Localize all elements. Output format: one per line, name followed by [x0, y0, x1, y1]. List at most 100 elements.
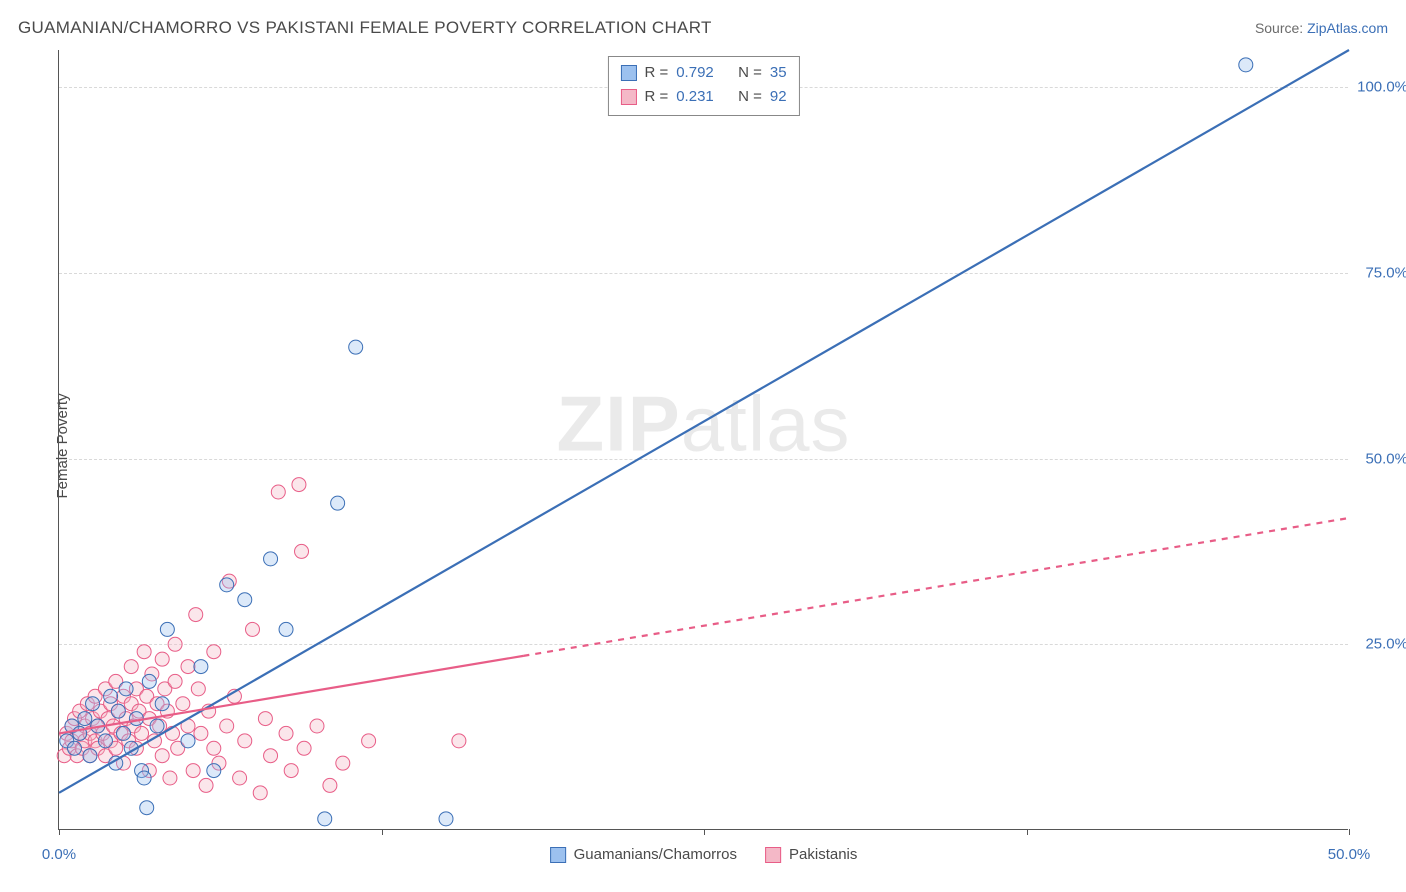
data-point: [194, 660, 208, 674]
data-point: [238, 593, 252, 607]
data-point: [362, 734, 376, 748]
data-point: [67, 741, 81, 755]
data-point: [310, 719, 324, 733]
data-point: [86, 697, 100, 711]
data-point: [168, 674, 182, 688]
data-point: [78, 712, 92, 726]
data-point: [295, 544, 309, 558]
data-point: [160, 622, 174, 636]
data-point: [137, 645, 151, 659]
data-point: [155, 652, 169, 666]
data-point: [264, 749, 278, 763]
x-tick: [59, 829, 60, 835]
data-point: [220, 578, 234, 592]
data-point: [186, 764, 200, 778]
data-point: [135, 726, 149, 740]
r-value-pakistani: 0.231: [676, 85, 714, 109]
source-link[interactable]: ZipAtlas.com: [1307, 20, 1388, 36]
data-point: [191, 682, 205, 696]
data-point: [104, 689, 118, 703]
data-point: [452, 734, 466, 748]
data-point: [168, 637, 182, 651]
data-point: [181, 734, 195, 748]
data-point: [83, 749, 97, 763]
stats-row-pakistani: R = 0.231 N = 92: [620, 85, 786, 109]
data-point: [279, 622, 293, 636]
data-point: [155, 749, 169, 763]
data-point: [181, 660, 195, 674]
data-point: [297, 741, 311, 755]
data-point: [284, 764, 298, 778]
n-value-pakistani: 92: [770, 85, 787, 109]
legend-swatch-guamanian-icon: [550, 847, 566, 863]
chart-title: GUAMANIAN/CHAMORRO VS PAKISTANI FEMALE P…: [18, 18, 712, 38]
data-point: [124, 660, 138, 674]
data-point: [140, 801, 154, 815]
y-tick-label: 75.0%: [1365, 264, 1406, 281]
data-point: [199, 778, 213, 792]
data-point: [238, 734, 252, 748]
data-point: [207, 645, 221, 659]
data-point: [336, 756, 350, 770]
swatch-guamanian-icon: [620, 65, 636, 81]
y-tick-label: 100.0%: [1357, 79, 1406, 96]
data-point: [142, 674, 156, 688]
data-point: [137, 771, 151, 785]
source-label: Source:: [1255, 20, 1307, 36]
data-point: [439, 812, 453, 826]
correlation-stats-box: R = 0.792 N = 35 R = 0.231 N = 92: [607, 56, 799, 116]
data-point: [207, 741, 221, 755]
data-point: [292, 478, 306, 492]
trend-line-dashed: [523, 518, 1349, 656]
data-point: [207, 764, 221, 778]
legend-item-guamanian: Guamanians/Chamorros: [550, 846, 737, 863]
stats-row-guamanian: R = 0.792 N = 35: [620, 61, 786, 85]
x-tick-label: 50.0%: [1328, 846, 1371, 863]
series-legend: Guamanians/Chamorros Pakistanis: [550, 846, 858, 863]
data-point: [318, 812, 332, 826]
data-point: [194, 726, 208, 740]
data-point: [119, 682, 133, 696]
data-point: [246, 622, 260, 636]
legend-label-pakistani: Pakistanis: [789, 846, 857, 863]
scatter-plot-svg: [59, 50, 1348, 829]
legend-swatch-pakistani-icon: [765, 847, 781, 863]
data-point: [279, 726, 293, 740]
data-point: [220, 719, 234, 733]
swatch-pakistani-icon: [620, 89, 636, 105]
r-label: R =: [644, 61, 668, 85]
data-point: [271, 485, 285, 499]
x-tick: [704, 829, 705, 835]
data-point: [155, 697, 169, 711]
n-label: N =: [738, 85, 762, 109]
data-point: [111, 704, 125, 718]
data-point: [189, 608, 203, 622]
r-value-guamanian: 0.792: [676, 61, 714, 85]
x-tick: [1349, 829, 1350, 835]
data-point: [98, 734, 112, 748]
data-point: [233, 771, 247, 785]
data-point: [349, 340, 363, 354]
legend-item-pakistani: Pakistanis: [765, 846, 857, 863]
trend-line-solid: [59, 50, 1349, 793]
n-label: N =: [738, 61, 762, 85]
data-point: [1239, 58, 1253, 72]
y-tick-label: 50.0%: [1365, 450, 1406, 467]
r-label: R =: [644, 85, 668, 109]
x-tick-label: 0.0%: [42, 846, 76, 863]
data-point: [253, 786, 267, 800]
n-value-guamanian: 35: [770, 61, 787, 85]
x-tick: [382, 829, 383, 835]
data-point: [258, 712, 272, 726]
data-point: [264, 552, 278, 566]
data-point: [176, 697, 190, 711]
data-point: [323, 778, 337, 792]
x-tick: [1027, 829, 1028, 835]
source-attribution: Source: ZipAtlas.com: [1255, 20, 1388, 36]
data-point: [331, 496, 345, 510]
data-point: [150, 719, 164, 733]
data-point: [117, 726, 131, 740]
legend-label-guamanian: Guamanians/Chamorros: [574, 846, 737, 863]
plot-area: ZIPatlas 25.0%50.0%75.0%100.0%0.0%50.0% …: [58, 50, 1348, 830]
data-point: [163, 771, 177, 785]
